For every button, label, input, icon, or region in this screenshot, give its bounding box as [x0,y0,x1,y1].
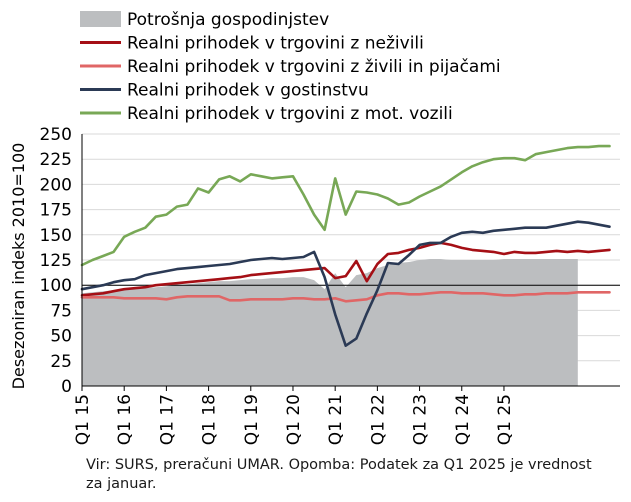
y-tick-label: 250 [40,125,72,145]
x-tick-label: Q1 16 [115,394,135,445]
x-tick-label: Q1 22 [368,394,388,445]
y-tick-label: 200 [40,175,72,195]
line-series [80,144,611,348]
x-tick-label: Q1 23 [411,394,431,445]
area-series [82,258,578,386]
legend-label: Realni prihodek v trgovini z živili in p… [127,57,501,77]
series-line-0 [80,241,611,297]
x-tick-label: Q1 24 [453,394,473,445]
y-tick-label: 225 [40,150,72,170]
legend-label: Realni prihodek v trgovini z mot. vozili [127,104,453,124]
legend-swatch [80,11,121,27]
x-tick-label: Q1 15 [73,394,93,445]
legend-label: Realni prihodek v trgovini z neživili [127,34,424,54]
series-line-2 [80,220,611,348]
y-tick-label: 0 [61,377,72,397]
series-line-3 [80,144,611,267]
x-tick-label: Q1 25 [495,394,515,445]
legend-label: Potrošnja gospodinjstev [127,10,329,30]
y-tick-label: 150 [40,226,72,246]
y-tick-label: 50 [50,327,72,347]
x-tick-label: Q1 21 [326,394,346,445]
y-axis-label: Desezoniran indeks 2010=100 [9,143,28,390]
y-tick-label: 25 [50,352,72,372]
x-tick-label: Q1 20 [284,394,304,445]
legend: Potrošnja gospodinjstev Realni prihodek v… [80,10,501,124]
y-tick-label: 100 [40,276,72,296]
series-area-potrosnja [82,258,578,386]
source-note: Vir: SURS, preračuni UMAR. Opomba: Podat… [86,457,592,492]
axes [81,134,620,387]
x-tick-label: Q1 17 [157,394,177,445]
y-tick-labels: 0 25 50 75 100 125 150 175 200 225 250 [40,125,72,397]
legend-label: Realni prihodek v gostinstvu [127,81,369,101]
x-tick-labels: Q1 15 Q1 16 Q1 17 Q1 18 Q1 19 Q1 20 Q1 21 Q1 22… [73,386,515,445]
y-tick-label: 175 [40,201,72,221]
series-line-1 [80,290,611,303]
x-tick-label: Q1 18 [200,394,220,445]
x-tick-label: Q1 19 [242,394,262,445]
y-tick-label: 125 [40,251,72,271]
y-tick-label: 75 [50,301,72,321]
